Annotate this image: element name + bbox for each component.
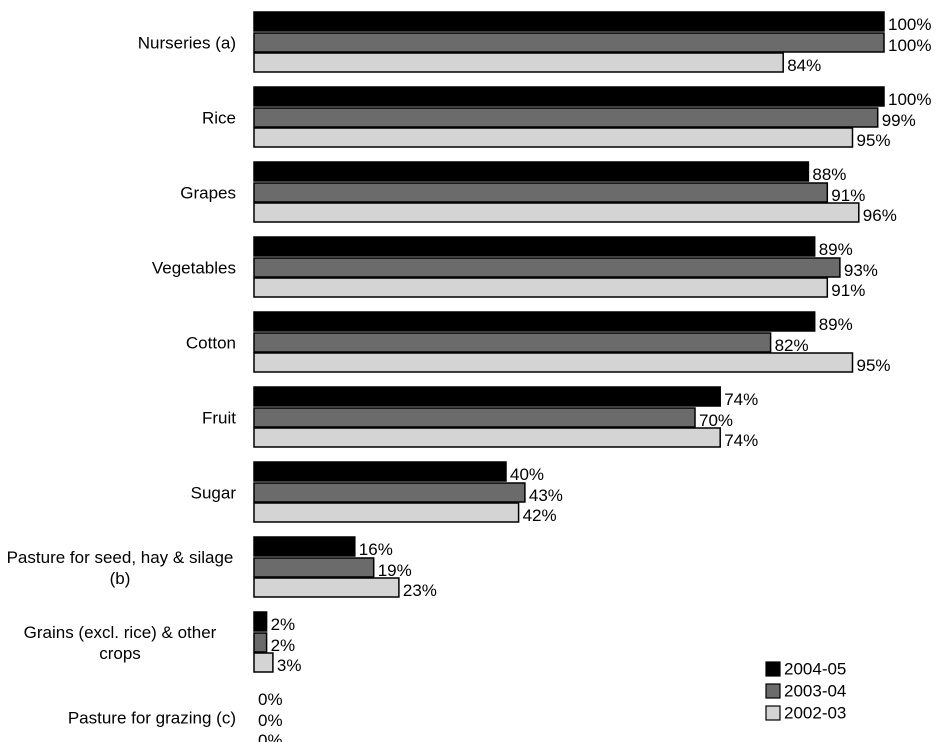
category-label: Grapes [4,183,236,204]
value-label: 100% [888,15,931,34]
value-label: 91% [831,281,865,300]
bar [253,632,268,653]
value-label: 40% [510,465,544,484]
category-text: Grains (excl. rice) & other crops [23,623,217,663]
bar [253,257,841,278]
category-label: Sugar [4,483,236,504]
category-text: Rice [201,108,236,128]
category-text: Vegetables [151,258,236,278]
bar [253,386,721,407]
category-label: Pasture for grazing (c) [4,708,236,729]
value-label: 43% [529,486,563,505]
bar [253,352,854,373]
legend-swatch [765,661,781,677]
value-label: 95% [857,356,891,375]
category-label: Nurseries (a) [4,33,236,54]
category-label: Pasture for seed, hay & silage (b) [4,547,236,589]
value-label: 96% [863,206,897,225]
bar [253,482,526,503]
bar [253,11,885,32]
value-label: 88% [812,165,846,184]
category-label: Vegetables [4,258,236,279]
value-label: 16% [359,540,393,559]
value-label: 23% [403,581,437,600]
category-text: Cotton [185,333,236,353]
bar [253,32,885,53]
category-label: Cotton [4,333,236,354]
bar [253,536,356,557]
bar [253,611,268,632]
value-label: 0% [258,731,283,742]
value-label: 19% [378,561,412,580]
category-text: Grapes [180,183,236,203]
value-label: 0% [258,711,283,730]
category-text: Fruit [202,408,236,428]
bar [253,86,885,107]
bar [253,332,772,353]
bar [253,557,375,578]
value-label: 93% [844,261,878,280]
category-label: Fruit [4,408,236,429]
value-label: 74% [724,390,758,409]
value-label: 2% [271,636,296,655]
bar [253,236,816,257]
bar [253,107,879,128]
category-text: Nurseries (a) [137,33,236,53]
value-label: 84% [787,56,821,75]
value-label: 70% [699,411,733,430]
value-label: 3% [277,656,302,675]
value-label: 95% [857,131,891,150]
bar [253,52,784,73]
category-label: Grains (excl. rice) & other crops [4,622,236,664]
legend-label: 2003-04 [784,681,846,700]
value-label: 100% [888,90,931,109]
value-label: 100% [888,36,931,55]
category-label: Rice [4,108,236,129]
bar [253,182,829,203]
bar [253,502,520,523]
bar [253,311,816,332]
value-label: 89% [819,315,853,334]
bar [253,127,854,148]
bar [253,277,829,298]
value-label: 89% [819,240,853,259]
value-label: 0% [258,690,283,709]
legend-label: 2004-05 [784,659,846,678]
category-text: Pasture for grazing (c) [67,708,236,728]
category-text: Sugar [190,483,236,503]
legend-label: 2002-03 [784,703,846,722]
legend-swatch [765,705,781,721]
value-label: 2% [271,615,296,634]
value-label: 91% [831,186,865,205]
value-label: 74% [724,431,758,450]
bar [253,427,721,448]
value-label: 82% [775,336,809,355]
bar [253,161,810,182]
value-label: 42% [523,506,557,525]
bar [253,652,274,673]
value-label: 99% [882,111,916,130]
bar [253,577,400,598]
bar [253,461,507,482]
bar [253,407,696,428]
category-text: Pasture for seed, hay & silage (b) [6,548,234,588]
bar [253,202,860,223]
legend-swatch [765,683,781,699]
